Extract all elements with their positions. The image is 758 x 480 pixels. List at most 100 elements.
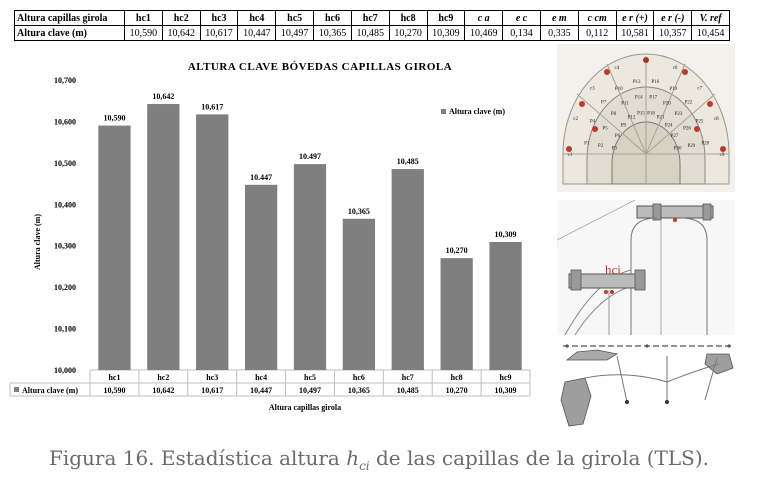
y-tick-label: 10,400 xyxy=(54,200,76,209)
plan-label: P21 xyxy=(657,116,665,121)
bar xyxy=(293,164,327,370)
table-value: 10,447 xyxy=(250,386,272,395)
figure-caption: Figura 16. Estadística altura hci de las… xyxy=(0,446,758,473)
chart-legend: Altura clave (m) xyxy=(441,107,505,116)
plan-label: c4 xyxy=(615,66,620,71)
table-cell: 10,469 xyxy=(464,25,504,41)
hci-label: hci xyxy=(605,262,621,277)
y-tick-label: 10,000 xyxy=(54,366,76,375)
legend-label: Altura clave (m) xyxy=(449,107,505,116)
data-label: 10.447 xyxy=(250,173,272,182)
bar xyxy=(196,114,229,370)
plan-label: P30 xyxy=(674,146,682,151)
plan-label: c7 xyxy=(697,87,702,92)
plan-label: c5 xyxy=(644,59,649,64)
marker-dot xyxy=(610,290,614,294)
bar xyxy=(244,184,278,370)
caption-suffix: de las capillas de la girola (TLS). xyxy=(369,446,710,470)
marker-dot xyxy=(707,101,713,107)
table-value: 10,270 xyxy=(446,386,468,395)
plan-label: P17 xyxy=(649,96,657,101)
table-cell: 10,581 xyxy=(615,25,655,41)
y-tick-label: 10,100 xyxy=(54,325,76,334)
plan-label: P11 xyxy=(621,101,629,106)
plan-label: P19 xyxy=(669,87,677,92)
data-label: 10,590 xyxy=(103,114,125,123)
table-header-cell: c a xyxy=(464,10,504,26)
table-legend-swatch xyxy=(14,387,19,392)
plan-label: P15 xyxy=(637,112,645,117)
x-tick-label: hc4 xyxy=(255,373,267,382)
table-value: 10,642 xyxy=(152,386,174,395)
table-cell: 10,447 xyxy=(237,25,277,41)
data-label: 10,485 xyxy=(397,157,419,166)
x-tick-label: hc1 xyxy=(108,373,120,382)
plan-label: P14 xyxy=(635,96,643,101)
plan-label: P24 xyxy=(665,123,673,128)
plan-label: P27 xyxy=(671,134,679,139)
plan-label: P25 xyxy=(696,119,704,124)
marker-dot xyxy=(720,146,726,152)
data-label: 10,309 xyxy=(495,230,517,239)
table-cell: 10,365 xyxy=(313,25,352,41)
caption-variable: h xyxy=(346,446,360,470)
plan-label: P5 xyxy=(602,127,608,132)
table-cell: 0,335 xyxy=(539,25,579,41)
plan-label: P9 xyxy=(621,123,627,128)
table-cell: 10,270 xyxy=(388,25,428,41)
plan-label: P2 xyxy=(598,144,604,149)
plan-label: c8 xyxy=(714,117,719,122)
y-tick-label: 10,600 xyxy=(54,117,76,126)
plan-label: c1 xyxy=(568,153,573,158)
vault-section-image: hci xyxy=(557,200,714,335)
plan-label: P18 xyxy=(647,112,655,117)
table-value: 10,590 xyxy=(103,386,125,395)
plan-label: P6 xyxy=(615,134,621,139)
plan-label: c3 xyxy=(590,87,595,92)
bar xyxy=(342,218,376,370)
table-cell: 10,454 xyxy=(691,25,730,41)
summary-table: Altura capillas girola hc1 hc2 hc3 hc4 h… xyxy=(14,10,730,41)
vault-floorplan-drawing xyxy=(557,340,735,438)
plan-label: P29 xyxy=(688,144,696,149)
x-tick-label: hc5 xyxy=(304,373,316,382)
plan-label: P16 xyxy=(651,80,659,85)
vault-plan-drawing: c1 c2 c3 c4 c5 c6 c7 c8 c9 P1 P2 P3 P4 P5 P6 P7 P8 P9 P10 P… xyxy=(557,44,735,192)
plan-label: P10 xyxy=(615,87,623,92)
x-tick-label: hc3 xyxy=(206,373,218,382)
x-tick-label: hc9 xyxy=(500,373,512,382)
marker-dot xyxy=(643,57,649,63)
x-axis-label: Altura capillas girola xyxy=(269,403,341,412)
vault-plan-image: c1 c2 c3 c4 c5 c6 c7 c8 c9 P1 P2 P3 P4 P5 P6 P7 P8 P9 P10 P… xyxy=(562,53,730,185)
data-label: 10,617 xyxy=(201,102,223,111)
x-tick-label: hc2 xyxy=(157,373,169,382)
plan-label: P8 xyxy=(611,112,617,117)
table-value: 10,617 xyxy=(201,386,223,395)
plan-label: P4 xyxy=(590,119,596,124)
bar xyxy=(440,258,473,370)
x-tick-label: hc8 xyxy=(451,373,463,382)
plan-label: P3 xyxy=(612,146,618,151)
y-tick-label: 10,700 xyxy=(54,76,76,85)
table-cell: 0,134 xyxy=(502,25,541,41)
y-axis-label: Altura clave (m) xyxy=(33,214,42,270)
plan-label: P28 xyxy=(701,141,709,146)
marker-dot xyxy=(566,146,572,152)
plan-label: c2 xyxy=(573,117,578,122)
legend-swatch xyxy=(441,109,446,114)
chart-title: ALTURA CLAVE BÓVEDAS CAPILLAS GIROLA xyxy=(188,61,452,73)
bar xyxy=(391,169,424,370)
bar xyxy=(98,125,131,370)
table-value: 10,365 xyxy=(348,386,370,395)
table-cell: Altura clave (m) xyxy=(14,25,125,41)
data-label: 10,365 xyxy=(348,207,370,216)
chart-data-table: hc1 10,590 hc2 10,642 hc3 10,617 hc4 10,447 hc5 1… xyxy=(9,370,531,397)
summary-table-data-row: Altura clave (m) 10,590 10,642 10,617 10… xyxy=(14,25,730,41)
table-value: 10,497 xyxy=(299,386,321,395)
plan-label: P20 xyxy=(663,101,671,106)
bar xyxy=(147,104,180,371)
plan-label: P22 xyxy=(685,101,693,106)
y-tick-label: 10,300 xyxy=(54,242,76,251)
table-value: 10,309 xyxy=(495,386,517,395)
table-cell: 10,309 xyxy=(426,25,466,41)
